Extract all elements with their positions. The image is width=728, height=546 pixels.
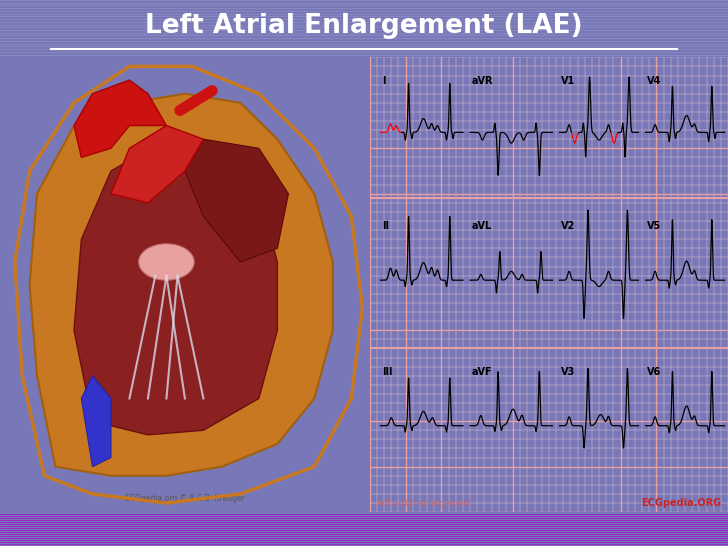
Text: ECGpedia.ORG: ECGpedia.ORG: [641, 497, 721, 508]
Text: aVL: aVL: [472, 221, 492, 231]
Polygon shape: [111, 126, 203, 203]
FancyArrowPatch shape: [180, 91, 212, 110]
Text: aVF: aVF: [472, 366, 493, 377]
Text: V3: V3: [561, 366, 576, 377]
Text: V1: V1: [561, 75, 576, 86]
Polygon shape: [185, 139, 288, 262]
Text: left atrial enlargement: left atrial enlargement: [377, 498, 472, 508]
Polygon shape: [30, 94, 333, 476]
Text: I: I: [382, 75, 386, 86]
Text: V2: V2: [561, 221, 576, 231]
Ellipse shape: [139, 244, 194, 280]
Polygon shape: [74, 80, 167, 157]
Text: Left Atrial Enlargement (LAE): Left Atrial Enlargement (LAE): [145, 13, 583, 39]
Text: II: II: [382, 221, 389, 231]
Text: ECGpedia.org © R.C.B. Kreuger: ECGpedia.org © R.C.B. Kreuger: [125, 494, 245, 503]
Polygon shape: [74, 139, 277, 435]
Text: V4: V4: [647, 75, 662, 86]
Polygon shape: [82, 376, 111, 467]
Text: aVR: aVR: [472, 75, 494, 86]
Text: V6: V6: [647, 366, 662, 377]
Text: III: III: [382, 366, 393, 377]
Text: V5: V5: [647, 221, 662, 231]
